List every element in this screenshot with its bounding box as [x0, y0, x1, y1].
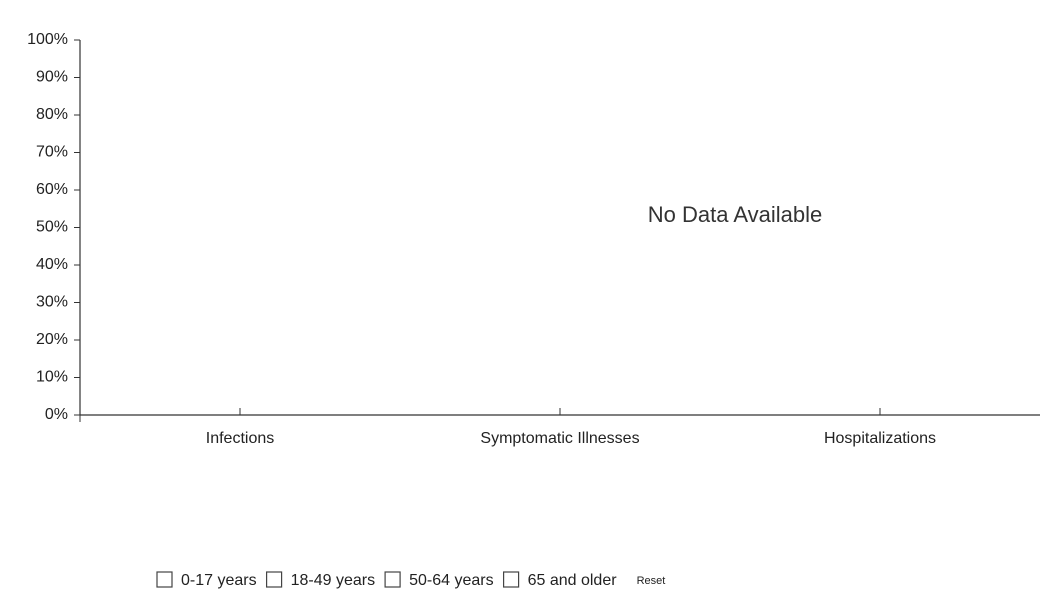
reset-button[interactable]: Reset — [637, 575, 666, 587]
x-tick-label: Symptomatic Illnesses — [480, 430, 639, 447]
y-tick-label: 0% — [45, 406, 68, 423]
y-tick-label: 50% — [36, 219, 68, 236]
y-tick-label: 70% — [36, 144, 68, 161]
y-tick-label: 20% — [36, 331, 68, 348]
x-tick-label: Infections — [206, 430, 274, 447]
y-tick-label: 80% — [36, 106, 68, 123]
legend-label: 50-64 years — [409, 572, 494, 589]
y-tick-label: 30% — [36, 294, 68, 311]
legend-checkbox[interactable] — [502, 571, 520, 588]
y-tick-label: 10% — [36, 369, 68, 386]
no-data-message: No Data Available — [648, 202, 823, 227]
legend-checkbox[interactable] — [156, 571, 173, 588]
y-tick-label: 60% — [36, 181, 68, 198]
y-tick-label: 100% — [27, 31, 68, 48]
y-tick-label: 90% — [36, 69, 68, 86]
y-tick-label: 40% — [36, 256, 68, 273]
legend-checkbox[interactable] — [384, 571, 401, 588]
legend-label: 0-17 years — [181, 572, 257, 589]
legend-label: 65 and older — [528, 572, 618, 589]
x-tick-label: Hospitalizations — [824, 430, 936, 447]
legend-label: 18-49 years — [291, 572, 376, 589]
legend-checkbox[interactable] — [265, 571, 283, 588]
